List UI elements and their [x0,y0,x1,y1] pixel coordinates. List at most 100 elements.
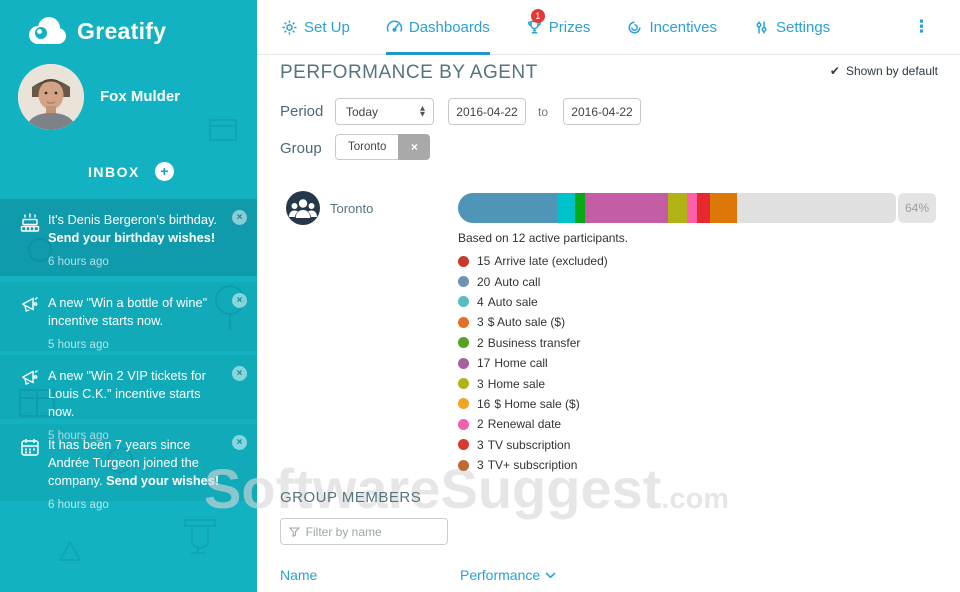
notification-text: A new "Win a bottle of wine" incentive s… [48,295,208,329]
legend-dot-icon [458,296,469,308]
inbox-header: INBOX + [88,162,174,181]
megaphone-icon [22,369,38,385]
kebab-menu-icon[interactable]: ⋮ [913,17,930,37]
select-arrows-icon: ▲ ▼ [420,104,425,118]
app-logo: Greatify [26,16,166,46]
notification-time: 6 hours ago [48,499,109,512]
chevron-down-icon [545,571,556,578]
to-label: to [538,105,549,119]
period-label: Period [280,103,324,120]
gear-icon [282,20,297,34]
notification-time: 5 hours ago [48,430,109,443]
close-icon[interactable]: × [232,293,247,308]
legend-dot-icon [458,418,469,430]
period-select[interactable]: Today ▲ ▼ [335,98,434,125]
nav-prizes[interactable]: 1 Prizes [526,0,591,54]
calendar-icon [21,439,39,456]
legend-dot-icon [458,459,469,471]
notification-birthday[interactable]: It's Denis Bergeron's birthday. Send you… [0,199,257,276]
legend-item: 2 Renewal date [458,414,608,434]
close-icon[interactable]: × [232,435,247,450]
sidebar-background-pattern [19,119,245,561]
legend-dot-icon [458,337,469,349]
shown-by-default-toggle[interactable]: ✔ Shown by default [830,64,938,78]
group-label: Group [280,140,322,157]
notification-anniversary[interactable]: It has been 7 years since Andrée Turgeon… [0,424,257,511]
sliders-icon [756,21,767,33]
nav-label: Set Up [304,18,350,36]
user-avatar [18,64,84,130]
user-name: Fox Mulder [100,88,181,105]
bar-segment [710,193,737,223]
notification-action: Send your birthday wishes! [48,230,216,246]
completion-badge: 64% [898,193,936,223]
inbox-add-button[interactable]: + [154,162,174,181]
birthday-cake-icon [20,213,40,232]
check-icon: ✔ [829,64,840,78]
legend-dot-icon [458,255,469,267]
close-icon[interactable]: × [232,366,247,381]
bar-segment [585,193,668,223]
group-tag[interactable]: Toronto × [335,134,431,160]
funnel-icon [289,526,300,537]
notification-incentive-vip[interactable]: A new "Win 2 VIP tickets for Louis C.K."… [0,355,257,442]
legend-item: 3 TV+ subscription [458,455,608,475]
bar-segment-remaining [737,193,896,223]
legend-item: 3 TV subscription [458,435,608,455]
notification-text: It has been 7 years since Andrée Turgeon… [48,437,199,489]
nav-incentives[interactable]: Incentives [626,0,717,54]
bar-segment [687,193,697,223]
bar-segment [668,193,687,223]
chart-legend: 15 Arrive late (excluded) 20 Auto call 4 Au… [458,251,608,475]
remove-tag-icon[interactable]: × [398,134,431,160]
nav-label: Dashboards [408,18,490,36]
top-navigation: Set Up Dashboards 1 Prizes Incen [257,0,960,55]
legend-dot-icon [458,357,469,369]
legend-item: 4 Auto sale [458,292,608,312]
performance-stacked-bar [458,193,896,223]
shown-by-default-label: Shown by default [845,64,938,78]
group-name: Toronto [330,201,374,216]
notification-action: Send your wishes! [106,473,220,489]
legend-item: 20 Auto call [458,271,608,291]
participants-note: Based on 12 active participants. [458,231,629,245]
page-title: PERFORMANCE BY AGENT [280,62,538,83]
legend-item: 2 Business transfer [458,333,608,353]
filter-by-name-input[interactable] [305,524,439,539]
group-tag-value: Toronto [335,134,399,160]
column-header-name[interactable]: Name [280,567,318,583]
main-content: Set Up Dashboards 1 Prizes Incen [257,0,960,592]
legend-item: 3 Home sale [458,373,608,393]
legend-dot-icon [458,398,469,410]
legend-item: 3 $ Auto sale ($) [458,312,608,332]
cloud-logo-icon [29,17,66,44]
brand-name: Greatify [77,17,167,44]
gauge-icon [386,20,403,32]
date-from-input[interactable] [448,98,526,125]
close-icon[interactable]: × [232,210,247,225]
nav-label: Settings [775,18,831,36]
spiral-icon [628,20,641,34]
nav-label: Prizes [548,18,591,36]
filter-field [280,518,448,545]
legend-item: 15 Arrive late (excluded) [458,251,608,271]
megaphone-icon [22,296,38,312]
nav-dashboards[interactable]: Dashboards [385,0,490,55]
sidebar: Greatify Fox Mulder INBOX + It's Denis B… [0,0,257,592]
notification-incentive-wine[interactable]: A new "Win a bottle of wine" incentive s… [0,282,257,351]
notification-time: 6 hours ago [48,256,109,269]
notification-time: 5 hours ago [48,339,109,352]
legend-dot-icon [458,439,469,451]
legend-dot-icon [458,316,469,328]
nav-set-up[interactable]: Set Up [281,0,350,54]
group-avatar-icon [286,191,320,225]
group-members-title: GROUP MEMBERS [280,489,422,506]
legend-dot-icon [458,378,469,390]
bar-segment [458,193,557,223]
date-to-input[interactable] [563,98,641,125]
bar-segment [575,193,585,223]
bar-segment [557,193,575,223]
period-select-value: Today [346,104,379,119]
nav-settings[interactable]: Settings [753,0,830,54]
column-header-performance[interactable]: Performance [460,567,556,583]
